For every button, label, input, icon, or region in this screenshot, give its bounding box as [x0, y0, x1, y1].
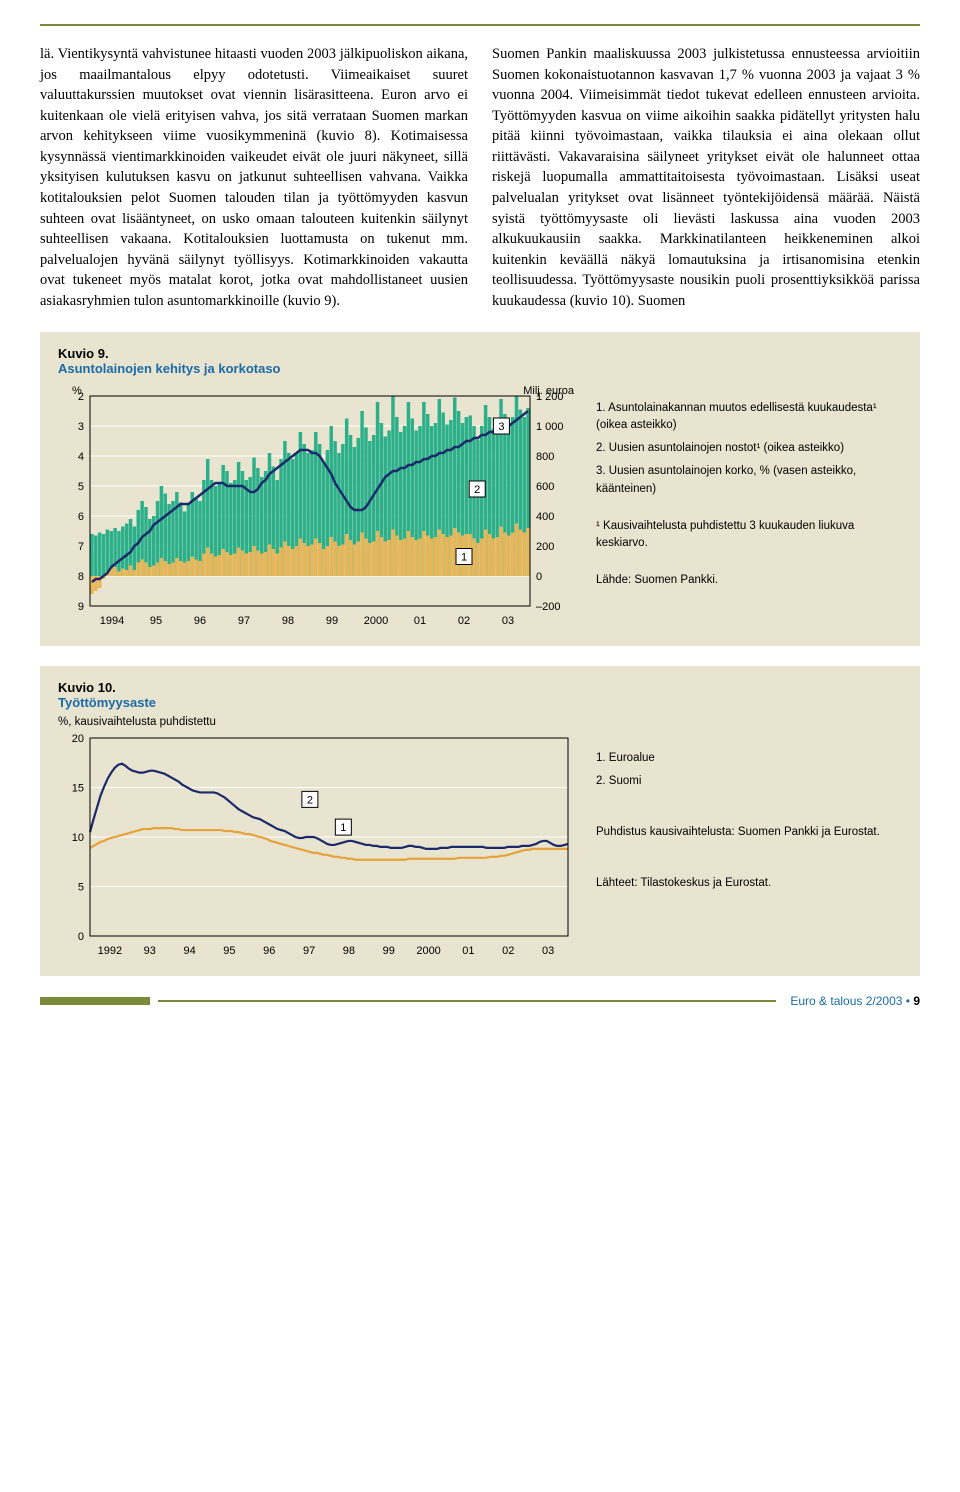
- top-rule: [40, 24, 920, 26]
- svg-text:96: 96: [263, 945, 275, 957]
- svg-text:96: 96: [194, 615, 206, 627]
- chart-10-legend: 1. Euroalue 2. Suomi Puhdistus kausivaih…: [596, 732, 880, 899]
- svg-text:95: 95: [150, 615, 162, 627]
- svg-text:1: 1: [461, 551, 467, 563]
- page: lä. Vientikysyntä vahvistunee hitaasti v…: [0, 0, 960, 1028]
- svg-text:15: 15: [72, 782, 84, 794]
- svg-text:97: 97: [238, 615, 250, 627]
- svg-text:02: 02: [502, 945, 514, 957]
- legend-source: Lähde: Suomen Pankki.: [596, 572, 902, 589]
- svg-text:20: 20: [72, 733, 84, 745]
- svg-text:03: 03: [502, 615, 514, 627]
- svg-text:2000: 2000: [364, 615, 388, 627]
- legend-item: 1. Euroalue: [596, 750, 880, 767]
- svg-text:93: 93: [144, 945, 156, 957]
- legend-item: 3. Uusien asuntolainojen korko, % (vasen…: [596, 463, 902, 498]
- chart-10-container: 0 5 10 15 20 1992 93 94 95 96 97 98 99 2000 01 02 03 1 2: [58, 732, 578, 962]
- legend-item: 1. Asuntolainakannan muutos edellisestä …: [596, 400, 902, 435]
- svg-text:10: 10: [72, 832, 84, 844]
- body-columns: lä. Vientikysyntä vahvistunee hitaasti v…: [40, 44, 920, 312]
- svg-text:01: 01: [462, 945, 474, 957]
- figure-10-subtitle: Työttömyysaste: [58, 695, 902, 710]
- svg-text:97: 97: [303, 945, 315, 957]
- svg-text:0: 0: [78, 931, 84, 943]
- svg-text:94: 94: [183, 945, 195, 957]
- svg-text:3: 3: [78, 421, 84, 433]
- svg-text:95: 95: [223, 945, 235, 957]
- left-column: lä. Vientikysyntä vahvistunee hitaasti v…: [40, 44, 468, 312]
- svg-text:7: 7: [78, 541, 84, 553]
- legend-item: 2. Uusien asuntolainojen nostot¹ (oikea …: [596, 440, 902, 457]
- svg-text:98: 98: [343, 945, 355, 957]
- legend-item: 2. Suomi: [596, 773, 880, 790]
- svg-text:1: 1: [340, 822, 346, 834]
- svg-text:4: 4: [78, 451, 84, 463]
- right-column: Suomen Pankin maaliskuussa 2003 julkiste…: [492, 44, 920, 312]
- svg-text:%: %: [72, 385, 82, 397]
- footer-page: 9: [913, 994, 920, 1008]
- legend-footnote: ¹ Kausivaihtelusta puhdistettu 3 kuukaud…: [596, 518, 902, 553]
- legend-source: Lähteet: Tilastokeskus ja Eurostat.: [596, 875, 880, 892]
- legend-footnote: Puhdistus kausivaihtelusta: Suomen Pankk…: [596, 824, 880, 841]
- svg-text:2000: 2000: [416, 945, 440, 957]
- svg-text:200: 200: [536, 541, 554, 553]
- chart-9-svg: 2 3 4 5 6 7 8 9 1 200 1 000 800 600 400 2000 –200% Milj…: [58, 382, 578, 632]
- figure-10-unit: %, kausivaihtelusta puhdistettu: [58, 716, 902, 728]
- page-footer: Euro & talous 2/2003 • 9: [40, 994, 920, 1008]
- svg-text:3: 3: [498, 421, 504, 433]
- chart-9-legend: 1. Asuntolainakannan muutos edellisestä …: [596, 382, 902, 596]
- svg-text:5: 5: [78, 481, 84, 493]
- svg-text:98: 98: [282, 615, 294, 627]
- svg-text:01: 01: [414, 615, 426, 627]
- svg-text:–200: –200: [536, 601, 560, 613]
- svg-text:99: 99: [383, 945, 395, 957]
- svg-text:9: 9: [78, 601, 84, 613]
- figure-10: Kuvio 10. Työttömyysaste %, kausivaihtel…: [40, 666, 920, 976]
- svg-text:03: 03: [542, 945, 554, 957]
- svg-text:2: 2: [474, 484, 480, 496]
- footer-bar-thick: [40, 997, 150, 1005]
- figure-9-subtitle: Asuntolainojen kehitys ja korkotaso: [58, 361, 902, 376]
- chart-9-container: 2 3 4 5 6 7 8 9 1 200 1 000 800 600 400 2000 –200% Milj…: [58, 382, 578, 632]
- svg-text:400: 400: [536, 511, 554, 523]
- svg-text:600: 600: [536, 481, 554, 493]
- svg-text:8: 8: [78, 571, 84, 583]
- figure-9-title: Kuvio 9.: [58, 346, 902, 361]
- svg-text:2: 2: [307, 794, 313, 806]
- svg-text:1 000: 1 000: [536, 421, 564, 433]
- svg-text:0: 0: [536, 571, 542, 583]
- svg-text:1994: 1994: [100, 615, 124, 627]
- footer-text: Euro & talous 2/2003 • 9: [784, 994, 920, 1008]
- svg-text:6: 6: [78, 511, 84, 523]
- chart-10-svg: 0 5 10 15 20 1992 93 94 95 96 97 98 99 2000 01 02 03 1 2: [58, 732, 578, 962]
- figure-10-title: Kuvio 10.: [58, 680, 902, 695]
- svg-text:5: 5: [78, 881, 84, 893]
- footer-journal: Euro & talous 2/2003 •: [790, 994, 910, 1008]
- figure-9: Kuvio 9. Asuntolainojen kehitys ja korko…: [40, 332, 920, 646]
- footer-bar-thin: [158, 1000, 776, 1002]
- svg-text:Milj. euroa: Milj. euroa: [523, 385, 575, 397]
- svg-text:02: 02: [458, 615, 470, 627]
- svg-text:99: 99: [326, 615, 338, 627]
- svg-text:800: 800: [536, 451, 554, 463]
- svg-text:1992: 1992: [98, 945, 122, 957]
